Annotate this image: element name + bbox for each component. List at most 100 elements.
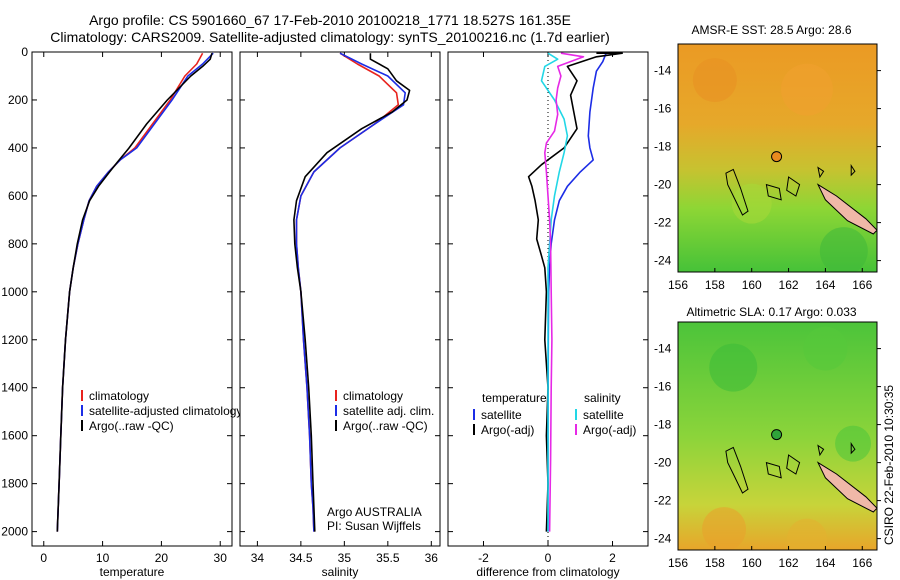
- sst_map-frame: [677, 43, 878, 273]
- y-tick-label: 2000: [1, 525, 28, 539]
- x-tick-label: 34: [251, 551, 265, 565]
- salinity-series-2-line: [293, 53, 411, 532]
- sst_map-field: [678, 44, 877, 272]
- reef-outline: [725, 168, 749, 216]
- y-tick-label: 0: [21, 45, 28, 59]
- legend-entry: satellite: [481, 408, 522, 422]
- x-tick-label: 158: [705, 278, 725, 292]
- y-tick-label: -18: [654, 140, 672, 154]
- y-tick-label: 200: [8, 93, 28, 107]
- x-tick-label: 34.5: [289, 551, 313, 565]
- legend-group-title: salinity: [584, 391, 621, 405]
- x-tick-label: 36: [425, 551, 439, 565]
- legend-entry: climatology: [89, 389, 149, 403]
- new-caledonia-land: [816, 183, 877, 235]
- difference-xlabel: difference from climatology: [476, 565, 619, 579]
- x-tick-label: 156: [668, 556, 688, 570]
- x-tick-label: 0: [40, 551, 47, 565]
- y-tick-label: 1800: [1, 477, 28, 491]
- reef-outline: [786, 454, 801, 475]
- difference-series-2-line: [540, 52, 569, 532]
- salinity-series-1-line: [295, 52, 407, 532]
- y-tick-label: -22: [654, 494, 672, 508]
- y-tick-label: -20: [654, 178, 672, 192]
- legend-entry: satellite-adjusted climatology: [89, 404, 242, 418]
- field-patch: [835, 425, 872, 462]
- x-tick-label: -2: [478, 551, 489, 565]
- y-tick-label: -18: [654, 418, 672, 432]
- sst_map-title: AMSR-E SST: 28.5 Argo: 28.6: [691, 23, 851, 37]
- figure-title-line-1: Argo profile: CS 5901660_67 17-Feb-2010 …: [89, 12, 571, 28]
- x-tick-label: 160: [742, 278, 762, 292]
- x-tick-label: 20: [155, 551, 169, 565]
- y-tick-label: 800: [8, 237, 28, 251]
- x-tick-label: 164: [815, 278, 835, 292]
- y-tick-label: -20: [654, 456, 672, 470]
- y-tick-label: 1400: [1, 381, 28, 395]
- field-patch: [803, 326, 848, 371]
- reef-outline: [725, 446, 749, 494]
- x-tick-label: 166: [852, 556, 872, 570]
- field-patch: [819, 227, 868, 272]
- x-tick-label: 158: [705, 556, 725, 570]
- y-tick-label: 1200: [1, 333, 28, 347]
- legend-entry: Argo(..raw -QC): [89, 419, 174, 433]
- sst_map-panel: AMSR-E SST: 28.5 Argo: 28.6 156 158 160 162 1…: [654, 23, 881, 292]
- legend-entry: Argo(-adj): [481, 423, 534, 437]
- difference-series-3-line: [543, 52, 585, 532]
- reef-outline: [817, 444, 825, 457]
- x-tick-label: 160: [742, 556, 762, 570]
- x-tick-label: 166: [852, 278, 872, 292]
- difference-series-1-line: [527, 52, 624, 532]
- temperature-xlabel: temperature: [100, 565, 165, 579]
- x-tick-label: 2: [609, 551, 616, 565]
- x-tick-label: 35: [338, 551, 352, 565]
- temperature-axes-frame: [31, 51, 233, 547]
- x-tick-label: 156: [668, 278, 688, 292]
- reef-outline: [850, 163, 856, 177]
- x-tick-label: 35.5: [376, 551, 400, 565]
- side-timestamp-label: CSIRO 22-Feb-2010 10:30:35: [882, 385, 896, 545]
- argo-position-marker: [771, 429, 783, 441]
- salinity-axes-frame: [239, 51, 441, 547]
- sla_map-frame: [677, 321, 878, 551]
- y-tick-label: -16: [654, 102, 672, 116]
- legend-entry: climatology: [343, 389, 403, 403]
- legend-entry: satellite adj. clim.: [343, 404, 434, 418]
- field-patch: [780, 63, 833, 116]
- reef-outline: [765, 183, 782, 201]
- reef-outline: [786, 176, 801, 197]
- y-tick-label: -24: [654, 254, 672, 268]
- x-tick-label: 164: [815, 556, 835, 570]
- x-tick-label: 30: [214, 551, 228, 565]
- x-tick-label: 10: [96, 551, 110, 565]
- panel-annotation: Argo AUSTRALIA: [327, 505, 422, 519]
- legend-entry: Argo(..raw -QC): [343, 419, 428, 433]
- y-tick-label: 400: [8, 141, 28, 155]
- figure-title-line-2: Climatology: CARS2009. Satellite-adjuste…: [50, 29, 610, 45]
- y-tick-label: -14: [654, 342, 672, 356]
- salinity-xlabel: salinity: [322, 565, 359, 579]
- reef-outline: [850, 441, 856, 455]
- legend-group-title: temperature: [482, 391, 547, 405]
- y-tick-label: -24: [654, 532, 672, 546]
- y-tick-label: 1600: [1, 429, 28, 443]
- temperature-panel: 0 10 20 30 0 200 400 600 800 1000 1200 1400 1600 1800…: [1, 45, 242, 579]
- y-tick-label: -16: [654, 380, 672, 394]
- x-tick-label: 162: [779, 556, 799, 570]
- reef-outline: [765, 461, 782, 479]
- x-tick-label: 0: [545, 551, 552, 565]
- y-tick-label: 600: [8, 189, 28, 203]
- legend-entry: satellite: [583, 408, 624, 422]
- y-tick-label: 1000: [1, 285, 28, 299]
- panel-annotation: PI: Susan Wijffels: [327, 519, 421, 533]
- reef-outline: [817, 166, 825, 179]
- argo-position-marker: [771, 151, 783, 163]
- sla_map-title: Altimetric SLA: 0.17 Argo: 0.033: [686, 305, 856, 319]
- sla_map-field: [678, 322, 877, 550]
- temperature-series-2-line: [56, 52, 213, 532]
- field-patch: [786, 518, 827, 550]
- sla_map-panel: Altimetric SLA: 0.17 Argo: 0.033 156 158 16…: [654, 305, 881, 570]
